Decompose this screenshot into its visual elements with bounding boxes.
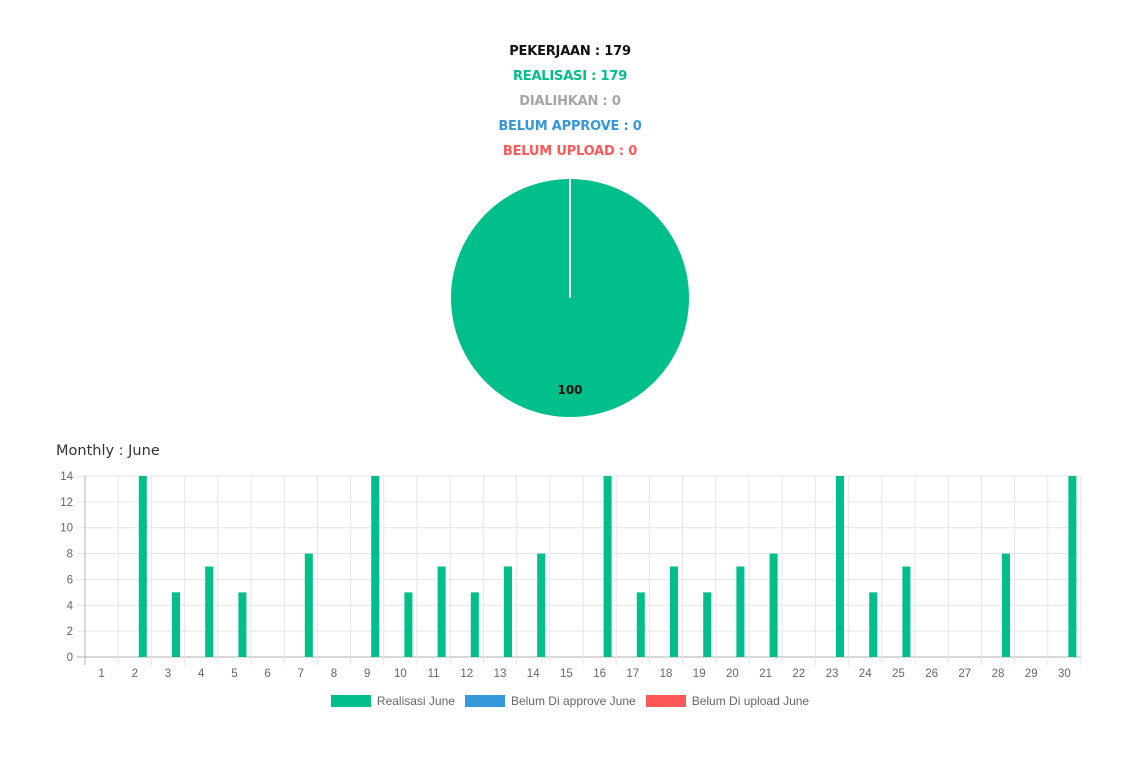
x-tick-label: 16 (593, 668, 606, 680)
bar-realisasi-june-23[interactable] (836, 476, 844, 657)
x-tick-label: 29 (1025, 668, 1038, 680)
x-tick-label: 26 (925, 668, 938, 680)
legend-item-belum-di-upload-june[interactable]: Belum Di upload June (645, 694, 810, 708)
bar-realisasi-june-13[interactable] (504, 566, 512, 658)
y-tick-label: 0 (67, 652, 73, 664)
x-tick-label: 10 (394, 668, 407, 680)
legend-swatch (464, 695, 505, 707)
bar-realisasi-june-3[interactable] (172, 592, 180, 657)
x-tick-label: 18 (660, 668, 673, 680)
x-tick-label: 11 (428, 668, 440, 680)
x-tick-label: 5 (231, 668, 237, 680)
bar-realisasi-june-28[interactable] (1002, 553, 1010, 657)
x-tick-label: 21 (759, 668, 772, 680)
legend-label: Belum Di upload June (691, 694, 810, 708)
bar-realisasi-june-21[interactable] (769, 553, 778, 657)
dialihkan-total: DIALIHKAN : 0 (519, 94, 621, 109)
y-tick-label: 14 (60, 471, 73, 483)
x-tick-label: 27 (958, 668, 971, 680)
x-tick-label: 19 (693, 668, 706, 680)
bar-realisasi-june-2[interactable] (138, 476, 147, 657)
y-tick-label: 2 (67, 626, 73, 638)
bar-realisasi-june-7[interactable] (304, 553, 313, 657)
legend-swatch (645, 695, 686, 707)
x-tick-label: 23 (826, 668, 839, 680)
bar-realisasi-june-5[interactable] (238, 592, 247, 657)
x-tick-label: 1 (98, 668, 104, 680)
x-tick-label: 8 (331, 668, 337, 680)
bar-realisasi-june-4[interactable] (205, 566, 214, 658)
bar-realisasi-june-30[interactable] (1068, 476, 1077, 657)
x-tick-label: 3 (165, 668, 171, 680)
bar-realisasi-june-24[interactable] (869, 592, 878, 657)
x-tick-label: 25 (892, 668, 905, 680)
chart-legend: Realisasi June Belum Di approve June Belum… (0, 694, 1140, 708)
legend-label: Realisasi June (376, 694, 455, 708)
x-tick-label: 12 (460, 668, 473, 680)
bar-realisasi-june-18[interactable] (670, 566, 678, 658)
bar-realisasi-june-16[interactable] (603, 476, 612, 657)
y-tick-label: 10 (60, 523, 73, 535)
bar-realisasi-june-20[interactable] (736, 566, 745, 658)
y-tick-label: 8 (67, 549, 73, 561)
y-tick-label: 12 (60, 497, 73, 509)
x-tick-label: 4 (198, 668, 205, 680)
bar-realisasi-june-17[interactable] (636, 592, 645, 657)
belum-upload-total: BELUM UPLOAD : 0 (502, 144, 638, 159)
x-tick-label: 30 (1058, 668, 1071, 680)
legend-label: Belum Di approve June (510, 694, 636, 708)
x-tick-label: 15 (560, 668, 573, 680)
x-tick-label: 17 (626, 668, 639, 680)
x-tick-label: 7 (298, 668, 304, 680)
monthly-title: Monthly : June (56, 443, 160, 459)
bar-realisasi-june-9[interactable] (371, 476, 380, 657)
legend-item-belum-di-approve-june[interactable]: Belum Di approve June (464, 694, 636, 708)
x-tick-label: 6 (264, 668, 270, 680)
summary-panel: PEKERJAAN : 179 REALISASI : 179 DIALIHKA… (0, 42, 1140, 167)
bar-realisasi-june-10[interactable] (404, 592, 413, 657)
bar-realisasi-june-14[interactable] (537, 553, 546, 657)
bar-realisasi-june-12[interactable] (470, 592, 479, 657)
bar-realisasi-june-25[interactable] (902, 566, 911, 658)
x-tick-label: 20 (726, 668, 739, 680)
bar-realisasi-june-19[interactable] (703, 592, 712, 657)
x-tick-label: 2 (132, 668, 138, 680)
x-tick-label: 28 (992, 668, 1005, 680)
pie-chart: 100 (451, 179, 689, 417)
x-tick-label: 13 (494, 668, 507, 680)
legend-swatch (330, 695, 371, 707)
realisasi-total: REALISASI : 179 (512, 69, 628, 84)
x-tick-label: 22 (792, 668, 805, 680)
y-tick-label: 4 (67, 600, 74, 612)
x-tick-label: 24 (859, 668, 872, 680)
legend-item-realisasi-june[interactable]: Realisasi June (330, 694, 455, 708)
pie-data-label: 100 (557, 383, 582, 397)
belum-approve-total: BELUM APPROVE : 0 (498, 119, 642, 134)
bar-realisasi-june-11[interactable] (437, 566, 446, 658)
x-tick-label: 14 (527, 668, 540, 680)
pekerjaan-total: PEKERJAAN : 179 (509, 44, 631, 59)
y-tick-label: 6 (67, 574, 73, 586)
x-tick-label: 9 (364, 668, 370, 680)
